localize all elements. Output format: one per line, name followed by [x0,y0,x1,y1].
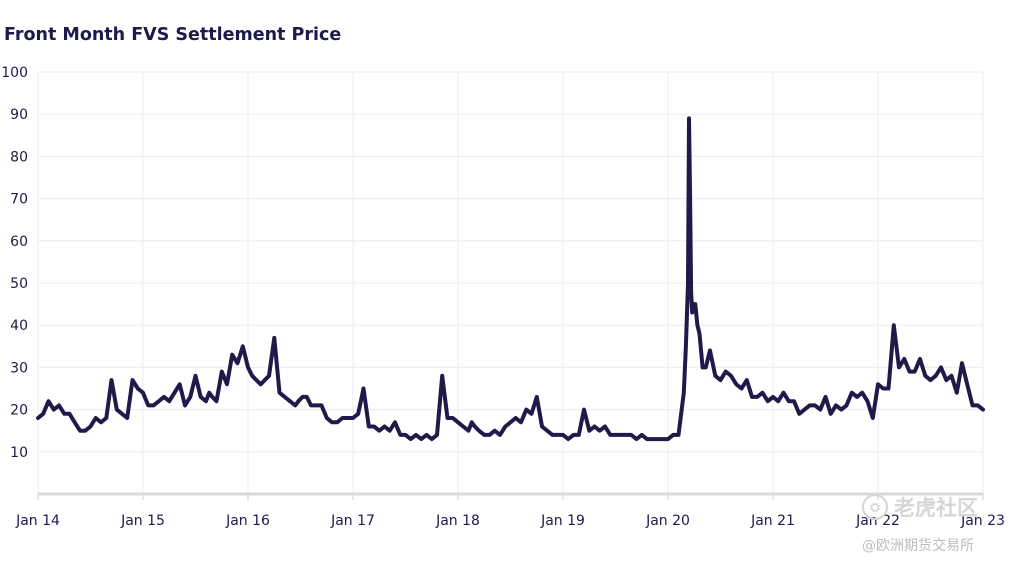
y-tick-label: 40 [10,318,28,334]
x-tick-label: Jan 19 [540,513,585,529]
y-tick-label: 20 [10,403,28,419]
y-tick-label: 70 [10,192,28,208]
x-tick-label: Jan 18 [435,513,480,529]
x-tick-label: Jan 23 [960,513,1005,529]
x-tick-label: Jan 17 [330,513,375,529]
y-tick-label: 50 [10,276,28,292]
y-tick-label: 90 [10,107,28,123]
watermark-logo: ⛭ 老虎社区 [862,492,978,522]
chart-title: Front Month FVS Settlement Price [4,25,342,45]
x-tick-label: Jan 16 [225,513,270,529]
x-tick-label: Jan 14 [15,513,60,529]
y-tick-label: 80 [10,149,28,165]
y-tick-label: 10 [10,445,28,461]
paw-icon: ⛭ [862,494,888,520]
grid-lines [37,71,984,494]
watermark-primary: 老虎社区 [894,496,978,520]
series-line [36,116,985,442]
y-tick-label: 100 [1,65,28,81]
y-tick-label: 60 [10,234,28,250]
y-tick-label: 30 [10,360,28,376]
series-group [36,116,985,442]
y-axis: 10 20 30 40 50 60 70 80 90 100 [1,65,28,461]
watermark-secondary: @欧洲期货交易所 [862,538,974,554]
x-tick-label: Jan 20 [645,513,690,529]
x-axis: Jan 14 Jan 15 Jan 16 Jan 17 Jan 18 Jan 19 Jan … [15,494,1005,529]
x-tick-label: Jan 15 [120,513,165,529]
x-tick-label: Jan 21 [750,513,795,529]
